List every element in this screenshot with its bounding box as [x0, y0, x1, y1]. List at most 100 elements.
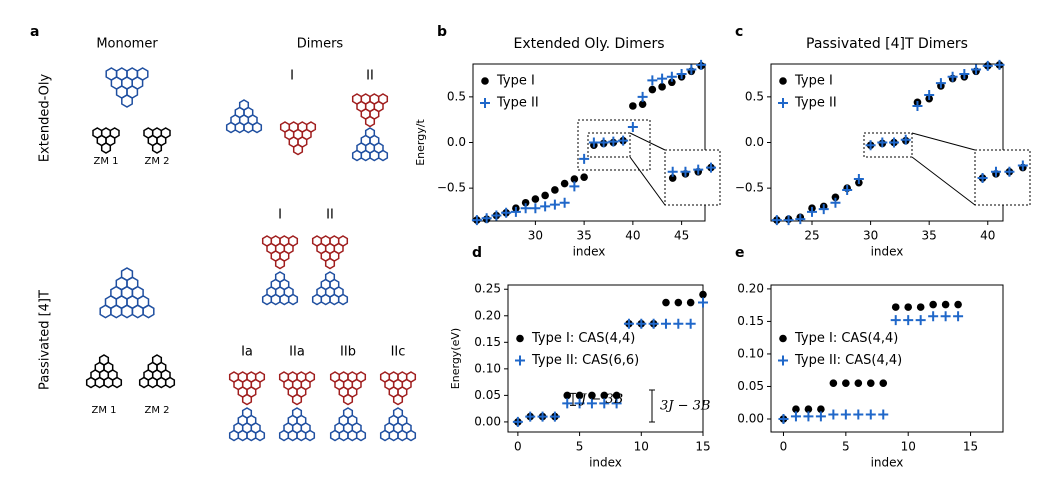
- data-point: [648, 85, 657, 94]
- data-point: [588, 391, 596, 400]
- data-point: [940, 311, 951, 322]
- data-point: [647, 75, 658, 86]
- data-point: [803, 411, 814, 422]
- hexagon: [364, 115, 376, 128]
- y-tick-label: 0.0: [447, 135, 466, 149]
- data-point: [686, 64, 697, 75]
- inset-point: [990, 166, 1001, 177]
- x-tick-label: 30: [863, 229, 878, 243]
- inset-outline: [577, 119, 651, 171]
- zm-label: ZM 1: [93, 156, 118, 167]
- inset-connector: [911, 156, 976, 206]
- inset-source: [863, 132, 913, 158]
- hexagon: [360, 149, 371, 162]
- panel-label: b: [437, 24, 447, 40]
- data-point: [929, 300, 937, 309]
- x-tick-label: 15: [695, 440, 710, 454]
- plot-frame: [507, 284, 704, 433]
- annotation: J − 3B: [578, 392, 623, 407]
- data-point: [562, 398, 573, 409]
- data-point: [586, 398, 597, 409]
- hexagon: [131, 304, 144, 319]
- data-point: [890, 315, 901, 326]
- x-tick-label: 45: [674, 229, 689, 243]
- zm-label: ZM 2: [144, 405, 169, 416]
- hexagon: [388, 429, 399, 442]
- hexagon: [379, 429, 391, 442]
- y-tick-label: 0.00: [474, 414, 501, 428]
- data-point: [530, 203, 541, 214]
- data-point: [501, 207, 512, 218]
- inset-point: [667, 166, 678, 177]
- x-tick-label: 0: [514, 440, 522, 454]
- x-tick-label: 35: [922, 229, 937, 243]
- data-point: [916, 303, 925, 311]
- hexagon: [287, 293, 299, 306]
- inset-point: [705, 162, 716, 173]
- data-point: [627, 121, 638, 132]
- hexagon: [225, 121, 237, 134]
- data-point: [982, 60, 993, 71]
- hexagon: [377, 149, 389, 162]
- y-tick-label: 0.20: [474, 308, 501, 322]
- panel-label: a: [30, 24, 39, 40]
- data-point: [648, 318, 659, 329]
- data-point: [549, 199, 560, 210]
- hexagon: [279, 293, 290, 306]
- data-point: [531, 195, 540, 203]
- data-point: [954, 300, 962, 309]
- data-point: [629, 102, 637, 110]
- data-point: [912, 100, 923, 111]
- y-tick-label: 0.00: [737, 411, 764, 425]
- data-point: [575, 391, 584, 400]
- data-point: [790, 411, 801, 422]
- data-point: [971, 64, 982, 75]
- data-point: [829, 379, 838, 388]
- row-label: Passivated [4]T: [38, 290, 53, 390]
- dimer-label: I: [278, 208, 282, 223]
- hexagon: [311, 293, 323, 306]
- data-point: [889, 137, 900, 148]
- x-tick-label: 25: [804, 229, 819, 243]
- data-point: [771, 215, 782, 226]
- legend-label: Type I: [794, 74, 833, 89]
- data-point: [658, 83, 666, 91]
- data-point: [778, 413, 789, 424]
- data-point: [941, 300, 950, 309]
- hexagon: [234, 121, 245, 134]
- data-point: [853, 174, 864, 185]
- inset-connector: [629, 132, 666, 151]
- legend-marker: [516, 334, 524, 343]
- x-tick-label: 15: [963, 440, 978, 454]
- data-point: [674, 298, 683, 307]
- data-point: [924, 90, 935, 101]
- annotation-bracket: [649, 389, 655, 423]
- data-point: [662, 298, 670, 307]
- dimer-label: IIc: [391, 345, 406, 360]
- dimer-label: IIb: [340, 345, 356, 360]
- hexagon: [121, 94, 133, 108]
- hexagon: [147, 376, 158, 389]
- chart-title: Extended Oly. Dimers: [513, 36, 664, 52]
- hexagon: [392, 393, 404, 406]
- legend-label: Type I: CAS(4,4): [794, 331, 898, 346]
- data-point: [574, 398, 585, 409]
- x-tick-label: 5: [842, 440, 850, 454]
- hexagon: [369, 149, 380, 162]
- data-point: [666, 71, 677, 82]
- data-point: [549, 411, 560, 422]
- y-tick-label: 0.15: [474, 335, 501, 349]
- hexagon: [243, 121, 254, 134]
- data-point: [842, 184, 853, 195]
- hexagon: [397, 429, 408, 442]
- data-point: [994, 59, 1005, 70]
- data-point: [540, 201, 551, 212]
- inset-point: [693, 164, 704, 175]
- data-point: [471, 215, 482, 226]
- data-point: [599, 398, 610, 409]
- data-point: [551, 186, 559, 194]
- hexagon: [287, 429, 298, 442]
- hexagon: [261, 293, 273, 306]
- data-point: [928, 311, 939, 322]
- hexagon: [111, 376, 123, 389]
